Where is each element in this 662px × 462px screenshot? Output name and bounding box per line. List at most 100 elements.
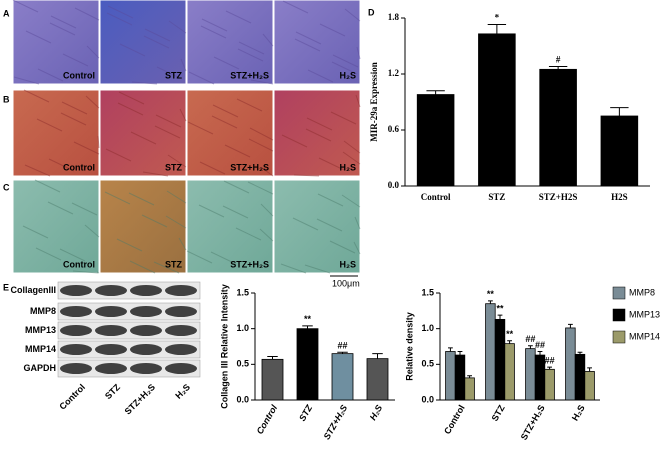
texture [48, 158, 75, 172]
error-bar [467, 375, 472, 378]
texture [341, 194, 361, 208]
band [130, 344, 162, 355]
x-tick-label: Control [421, 192, 451, 202]
error-bar [267, 355, 278, 360]
legend-label: MMP14 [629, 331, 660, 341]
micrograph [12, 89, 100, 177]
band-strip [57, 321, 201, 340]
y-tick-label: 1.2 [388, 68, 400, 78]
error-bar [577, 351, 583, 355]
significance: ** [506, 329, 514, 339]
texture [223, 180, 250, 194]
texture [250, 79, 274, 85]
error-bar [568, 323, 573, 328]
micrograph [273, 0, 361, 85]
texture [47, 201, 74, 215]
texture [329, 240, 356, 254]
micrograph-label: STZ+H₂S [230, 259, 269, 269]
band [165, 325, 197, 336]
texture [248, 138, 274, 152]
band-label: GAPDH [23, 363, 56, 373]
band [165, 344, 197, 355]
bar [445, 351, 456, 401]
x-tick-label: Control [255, 403, 280, 436]
texture [37, 68, 64, 82]
y-tick-label: 0.0 [421, 394, 434, 404]
texture [73, 141, 100, 155]
micrograph [186, 0, 274, 85]
texture [36, 118, 63, 132]
texture [307, 69, 334, 83]
x-tick-label: H₂S [570, 403, 587, 422]
texture [49, 22, 76, 36]
error-bar [487, 24, 507, 34]
error-bar [337, 351, 348, 354]
texture [117, 102, 144, 116]
panel-label: C [3, 182, 10, 192]
legend-swatch [612, 286, 626, 300]
band [95, 306, 127, 317]
significance: ## [535, 340, 545, 350]
micrograph [12, 179, 100, 274]
micrograph [99, 179, 187, 274]
texture [74, 7, 100, 21]
band [95, 285, 127, 296]
significance: * [495, 13, 500, 23]
texture [304, 264, 331, 274]
texture [97, 135, 100, 149]
texture [143, 35, 170, 49]
texture [225, 10, 252, 24]
y-axis-label: MIR-29a Expression [369, 62, 379, 142]
micrograph-label: STZ [165, 259, 183, 269]
x-tick-label: H₂S [368, 403, 385, 422]
texture [294, 38, 321, 52]
significance: ## [337, 341, 347, 351]
lane-label: STZ+H₂S [123, 382, 157, 416]
texture [59, 248, 86, 262]
texture [180, 58, 187, 72]
band-label: MMP14 [25, 344, 56, 354]
bar [584, 371, 595, 401]
texture [131, 81, 158, 85]
error-bar [448, 347, 453, 352]
band-label: MMP13 [25, 325, 56, 335]
texture [12, 0, 39, 13]
band [95, 325, 127, 336]
legend-swatch [612, 308, 626, 322]
band-strip [57, 340, 201, 359]
texture [22, 225, 49, 239]
texture [130, 131, 157, 145]
bar [565, 327, 576, 401]
error-bar [548, 66, 568, 70]
texture [186, 250, 213, 264]
significance: # [556, 55, 561, 65]
texture [280, 263, 307, 274]
y-tick-label: 1.0 [421, 323, 434, 333]
texture [331, 61, 358, 75]
texture [165, 215, 187, 229]
micrograph [186, 89, 274, 177]
y-tick-label: 1.5 [421, 287, 434, 297]
micrographs: Control STZ STZ+H₂S H₂S Control STZ STZ+H₂S H₂S… [12, 0, 361, 288]
band-label: MMP8 [30, 306, 56, 316]
y-tick-label: 1.5 [236, 287, 249, 297]
band [130, 306, 162, 317]
texture [317, 193, 344, 207]
error-bar [426, 90, 445, 95]
texture [116, 238, 143, 252]
micrograph-label: STZ [165, 162, 183, 172]
texture [319, 23, 346, 37]
texture [62, 53, 89, 67]
bar [544, 368, 555, 401]
texture [353, 241, 361, 255]
texture [24, 164, 51, 177]
micrograph-label: H₂S [339, 70, 356, 80]
texture [200, 25, 227, 39]
bar [539, 68, 577, 187]
texture [86, 45, 100, 59]
texture [35, 247, 62, 261]
x-tick-label: STZ [297, 403, 314, 423]
texture [72, 270, 99, 274]
error-bar [302, 325, 313, 329]
texture [318, 157, 345, 171]
